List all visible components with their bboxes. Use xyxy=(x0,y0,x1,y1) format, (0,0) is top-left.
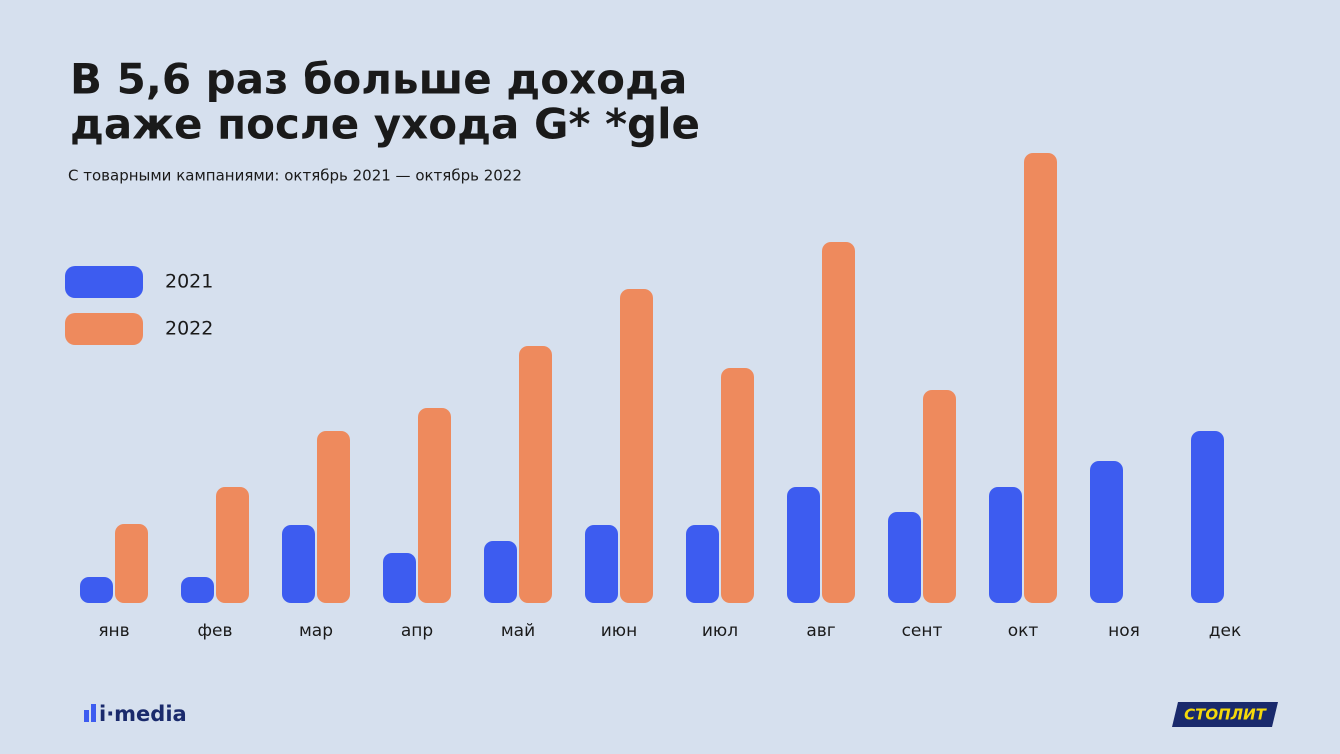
bar xyxy=(383,553,416,603)
x-tick-label: янв xyxy=(98,621,129,641)
bar xyxy=(888,512,921,603)
bar xyxy=(80,577,113,603)
logo-text: i·media xyxy=(99,702,187,726)
x-tick-label: июл xyxy=(702,621,738,641)
bar xyxy=(721,368,754,603)
bar xyxy=(787,487,820,603)
x-tick-label: дек xyxy=(1209,621,1241,641)
bar xyxy=(686,525,719,603)
x-tick-label: фев xyxy=(197,621,232,641)
bar xyxy=(923,390,956,603)
x-tick-label: май xyxy=(501,621,535,641)
bar xyxy=(1090,461,1123,603)
bar xyxy=(620,289,653,603)
logo-stoplit: СТОПЛИТ xyxy=(1172,702,1278,727)
bar xyxy=(115,524,148,603)
legend-label: 2022 xyxy=(165,318,213,340)
bar xyxy=(484,541,517,603)
bar xyxy=(519,346,552,603)
bar xyxy=(282,525,315,603)
bar xyxy=(1191,431,1224,603)
x-tick-label: сент xyxy=(902,621,943,641)
legend-swatch xyxy=(65,266,143,298)
x-tick-label: авг xyxy=(806,621,835,641)
bar xyxy=(317,431,350,603)
chart-title: В 5,6 раз больше дохода xyxy=(70,55,687,104)
x-tick-label: июн xyxy=(601,621,637,641)
bar xyxy=(1024,153,1057,603)
legend-swatch xyxy=(65,313,143,345)
chart-subtitle: С товарными кампаниями: октябрь 2021 — о… xyxy=(68,167,522,185)
bar xyxy=(418,408,451,603)
logo-text: СТОПЛИТ xyxy=(1184,706,1268,724)
logo-imedia: i·media xyxy=(84,702,187,726)
x-tick-label: окт xyxy=(1008,621,1039,641)
bar xyxy=(989,487,1022,603)
bar xyxy=(822,242,855,603)
legend-label: 2021 xyxy=(165,271,213,293)
bar xyxy=(216,487,249,603)
x-tick-label: ноя xyxy=(1108,621,1140,641)
bar xyxy=(585,525,618,603)
x-tick-label: мар xyxy=(299,621,333,641)
x-tick-label: апр xyxy=(401,621,433,641)
bar xyxy=(181,577,214,603)
chart-title: даже после ухода G* *gle xyxy=(70,100,700,149)
